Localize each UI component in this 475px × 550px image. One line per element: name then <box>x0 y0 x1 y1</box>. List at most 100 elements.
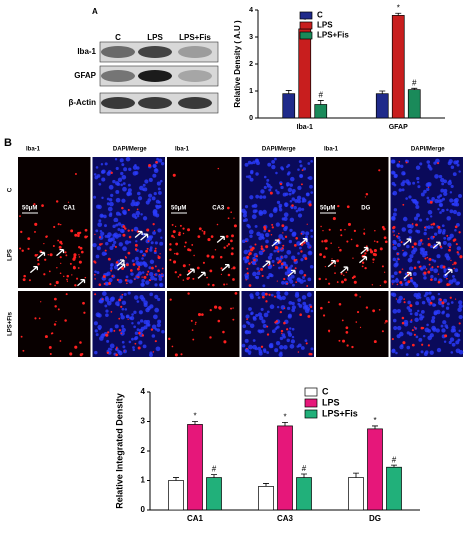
lane-label: LPS <box>147 33 163 42</box>
nucleus <box>418 296 422 299</box>
microglia <box>34 317 37 320</box>
microglia <box>209 336 212 339</box>
nucleus <box>406 345 411 350</box>
nucleus <box>96 271 100 275</box>
nucleus <box>256 267 260 271</box>
y-tick-label: 4 <box>249 7 253 14</box>
nucleus <box>108 184 114 190</box>
nucleus <box>420 192 425 197</box>
blot-band <box>101 97 135 109</box>
nucleus <box>299 174 304 179</box>
microglia <box>427 243 431 247</box>
column-header: Iba-1 <box>175 147 190 153</box>
row-label: LPS <box>8 249 14 261</box>
nucleus <box>266 183 271 188</box>
nucleus <box>300 258 304 262</box>
microglia <box>392 231 394 233</box>
nucleus <box>104 295 109 300</box>
nucleus <box>262 323 267 328</box>
nucleus <box>114 324 119 329</box>
nucleus <box>415 204 420 209</box>
microglia <box>187 248 191 252</box>
nucleus <box>423 189 427 194</box>
microglia <box>280 248 282 251</box>
microglia <box>115 353 118 357</box>
nucleus <box>154 307 160 313</box>
y-tick-label: 0 <box>141 505 146 514</box>
nucleus <box>116 182 121 187</box>
nucleus <box>268 272 273 278</box>
nucleus <box>137 191 141 196</box>
nucleus <box>290 206 294 210</box>
microglia <box>379 247 383 251</box>
microglia <box>106 351 110 354</box>
microglia <box>33 203 36 206</box>
nucleus <box>298 246 302 250</box>
nucleus <box>100 333 105 339</box>
microglia <box>282 232 284 234</box>
microglia <box>136 208 139 211</box>
nucleus <box>281 217 285 221</box>
nucleus <box>258 250 264 256</box>
nucleus <box>412 272 417 276</box>
microglia <box>28 279 31 282</box>
microglia <box>268 229 271 233</box>
microglia <box>246 318 248 320</box>
microglia <box>231 247 234 250</box>
arrow <box>287 269 296 277</box>
microglia <box>134 278 136 281</box>
nucleus <box>95 229 99 233</box>
nucleus <box>449 198 454 203</box>
nucleus <box>278 205 282 209</box>
nucleus <box>299 164 303 168</box>
microglia <box>282 244 285 247</box>
nucleus <box>450 351 454 354</box>
microglia <box>272 264 275 267</box>
microglia <box>172 173 176 177</box>
nucleus <box>396 163 400 167</box>
microglia <box>154 265 157 268</box>
nucleus <box>134 331 139 335</box>
nucleus <box>441 208 445 213</box>
nucleus <box>94 270 97 273</box>
nucleus <box>119 295 124 299</box>
nucleus <box>115 190 120 194</box>
nucleus <box>157 297 161 302</box>
nucleus <box>115 223 119 227</box>
microglia <box>78 254 80 256</box>
nucleus <box>441 182 445 186</box>
nucleus <box>448 340 452 345</box>
nucleus <box>138 310 143 315</box>
nucleus <box>402 216 408 222</box>
microglia <box>79 353 83 357</box>
nucleus <box>417 309 420 313</box>
nucleus <box>420 350 424 354</box>
nucleus <box>127 188 132 193</box>
nucleus <box>131 259 135 263</box>
nucleus <box>431 316 436 320</box>
nucleus <box>156 328 161 332</box>
microglia <box>37 263 40 266</box>
microglia <box>273 295 276 298</box>
nucleus <box>117 228 121 231</box>
microglia <box>54 305 57 308</box>
nucleus <box>408 195 412 199</box>
nucleus <box>439 199 443 203</box>
y-axis-label: Relative Density ( A.U ) <box>233 20 242 108</box>
microglia <box>427 270 431 274</box>
microglia <box>411 343 415 347</box>
microglia <box>127 318 129 320</box>
microglia <box>333 265 336 267</box>
nucleus <box>398 188 402 192</box>
nucleus <box>304 339 308 343</box>
nucleus <box>117 177 123 182</box>
microglia <box>171 223 174 226</box>
microglia <box>134 342 137 345</box>
microglia <box>116 346 118 349</box>
nucleus <box>298 160 302 164</box>
legend-swatch <box>299 11 313 20</box>
microglia <box>370 250 374 254</box>
nucleus <box>286 338 290 343</box>
nucleus <box>291 283 295 287</box>
nucleus <box>451 342 456 347</box>
